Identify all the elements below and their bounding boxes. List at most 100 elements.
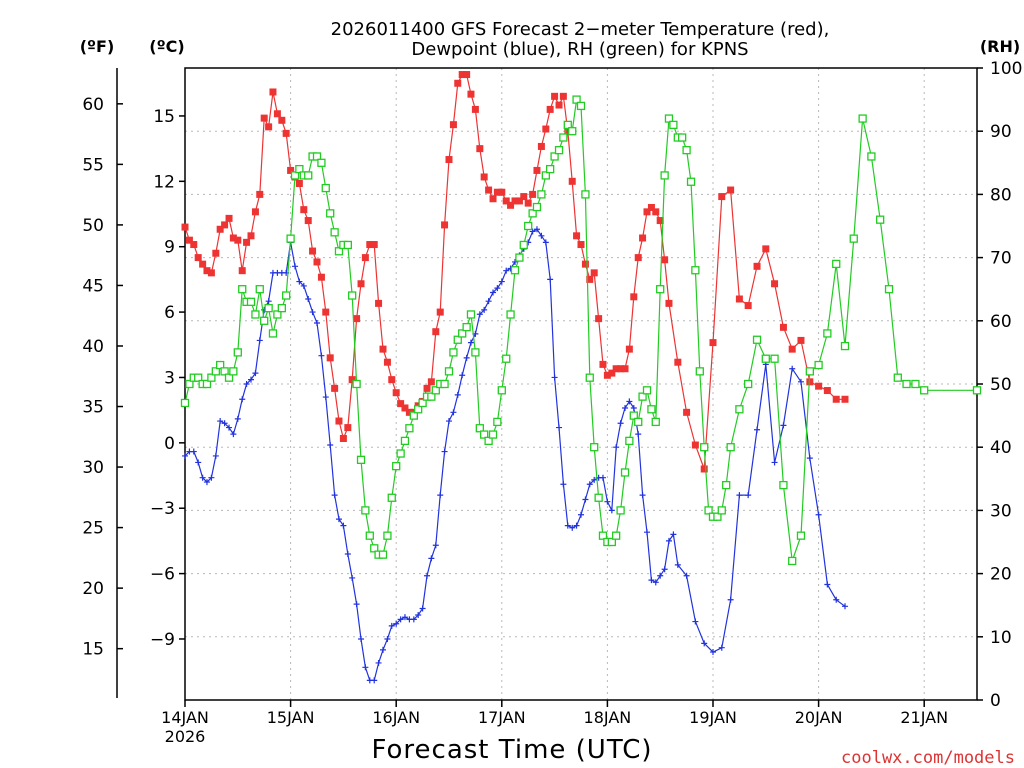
x-tick-label: 16JAN [372, 708, 420, 727]
dewpoint-point [353, 601, 360, 608]
rh-point [260, 316, 269, 325]
dewpoint-point [494, 285, 501, 292]
temperature-point [630, 293, 638, 301]
rh-tick-label: 20 [990, 565, 1012, 585]
rh-point [326, 209, 335, 218]
temperature-point [313, 258, 321, 266]
temperature-point [375, 299, 383, 307]
rh-point [832, 259, 841, 269]
x-tick-label: 15JAN [267, 708, 315, 727]
rh-point [528, 209, 537, 218]
rh-point [233, 348, 242, 357]
rh-point [330, 228, 339, 237]
temperature-point [225, 214, 233, 222]
rh-point [317, 158, 326, 167]
rh-point [510, 266, 520, 275]
temperature-point [441, 221, 449, 229]
dewpoint-point [208, 474, 215, 481]
dewpoint-point [591, 476, 598, 483]
dewpoint-point [771, 459, 778, 466]
temperature-point [467, 90, 475, 98]
temperature-point [300, 206, 308, 214]
rh-point [823, 329, 832, 338]
temperature-point [199, 260, 207, 268]
dewpoint-point [665, 537, 672, 544]
temperature-point [674, 358, 682, 366]
dewpoint-point [564, 522, 571, 529]
dewpoint-point [243, 381, 250, 387]
dewpoint-point [692, 618, 699, 625]
temperature-point [181, 223, 189, 231]
rh-point [409, 411, 418, 420]
temperature-point [515, 197, 523, 205]
dewpoint-point [630, 404, 637, 411]
dewpoint-point [745, 492, 752, 499]
temperature-point [243, 238, 251, 246]
temperature-point [405, 408, 413, 416]
rh-point [629, 411, 638, 420]
dewpoint-point [305, 296, 312, 303]
dewpoint-point [718, 644, 725, 651]
dewpoint-point [463, 354, 470, 361]
temperature-point [392, 389, 400, 397]
dewpoint-point [226, 424, 233, 431]
rh-point [251, 310, 260, 319]
dewpoint-point [476, 311, 483, 318]
rh-point [202, 379, 212, 389]
temperature-point [304, 217, 312, 225]
rh-point [572, 95, 581, 104]
watermark: coolwx.com/models [841, 748, 1015, 768]
x-axis-label: Forecast Time (UTC) [371, 735, 652, 765]
dewpoint-point [344, 550, 351, 557]
temperature-point [511, 197, 519, 205]
temperature-point [643, 208, 651, 216]
temperature-point [586, 275, 594, 283]
temperature-point [647, 203, 655, 211]
rh-point [458, 329, 467, 338]
rh-point [282, 291, 291, 300]
temperature-point [581, 260, 589, 268]
temperature-point [190, 241, 198, 249]
temperature-point [661, 256, 669, 264]
temperature-point [735, 295, 743, 303]
celsius-tick-label: −6 [150, 565, 175, 585]
dewpoint-point [560, 481, 567, 488]
dewpoint-point [401, 614, 408, 621]
dewpoint-point [182, 452, 188, 459]
temperature-point [449, 121, 457, 129]
temperature-point [221, 221, 229, 229]
rh-point [387, 493, 396, 502]
rh-tick-label: 0 [990, 691, 1001, 711]
temperature-point [524, 199, 532, 207]
temperature-point [326, 354, 334, 362]
rh-point [273, 310, 282, 319]
rh-point [475, 424, 484, 433]
dewpoint-point [437, 492, 444, 499]
dewpoint-point [648, 577, 655, 584]
dewpoint-point [300, 282, 307, 289]
celsius-tick-label: 9 [164, 238, 175, 258]
temperature-point [823, 387, 831, 395]
temperature-point [533, 166, 541, 174]
rh-point [541, 171, 550, 180]
rh-point [682, 146, 691, 155]
rh-point [651, 417, 660, 427]
temperature-point [287, 166, 295, 174]
temperature-point [700, 465, 708, 473]
dewpoint-point [639, 492, 646, 499]
rh-point [431, 386, 440, 395]
temperature-point [269, 88, 277, 96]
rh-point [524, 221, 533, 231]
dewpoint-point [314, 319, 320, 326]
dewpoint-point [824, 581, 831, 588]
dewpoint-point [551, 374, 558, 381]
rh-point [207, 373, 216, 382]
temperature-point [832, 395, 840, 403]
celsius-tick-label: −3 [150, 499, 175, 519]
temperature-point [203, 267, 211, 275]
rh-point [598, 531, 608, 540]
rh-point [444, 367, 454, 376]
dewpoint-point [446, 418, 452, 425]
temperature-point [331, 384, 339, 392]
dewpoint-point [754, 426, 761, 433]
